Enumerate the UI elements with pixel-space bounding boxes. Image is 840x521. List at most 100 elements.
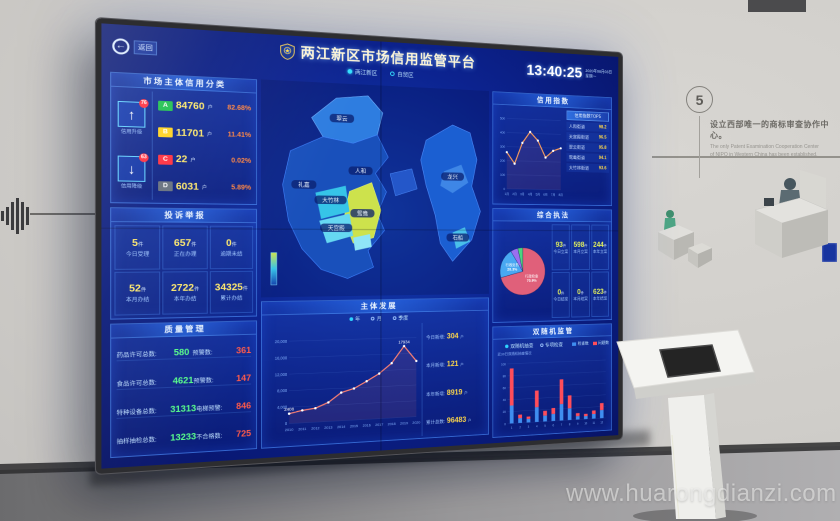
street-name: 天宫殿街道 [568,134,590,141]
stat-value: 96483 [446,415,467,425]
grade-unit: 户 [207,105,213,112]
svg-text:6: 6 [553,424,555,427]
stat-label: 累计办结 [220,295,243,302]
credit-downgrade-button[interactable]: ↓ 63 [117,152,149,182]
enforcement-stats: 93件 今日立案 598件 本月立案 244件 本年立案 0件 今日结案 0件 本月结案 … [551,224,609,318]
panel-random-inspection: 双随机监管 双随机抽查 专项检查 检查数 问题数 [492,323,613,438]
stat-unit: 件 [580,290,584,295]
grade-chip: C [158,154,173,165]
mode-label: 双随机抽查 [510,343,534,350]
svg-text:20,000: 20,000 [275,339,288,344]
stat-label: 累计总数: [426,419,446,426]
grade-chip: D [158,181,173,192]
svg-text:80: 80 [503,375,506,379]
credit-row-a: A 84760 户 82.68% [158,100,253,115]
ranking-row: 大竹林街道 93.6 [566,163,609,173]
stat-value: 598 [573,240,585,249]
warning-value: 147 [236,373,252,384]
grade-count: 22 [175,154,188,166]
mode-label: 月 [376,316,382,323]
panel-credit-classification: 市场主体信用分类 ↑ 76 信用升级 [110,71,258,206]
svg-text:17934: 17934 [398,340,410,346]
clock-weekday: 星期一 [585,73,597,79]
svg-text:9: 9 [577,422,579,425]
credit-upgrade-button[interactable]: ↑ 76 [117,98,149,128]
mode-label: 季度 [398,316,409,322]
stat-cell: 598件 本月立案 [571,224,590,271]
svg-text:2010: 2010 [285,427,294,432]
panel-district-map: 翠云 人和 鸳鸯 大竹林 天宫殿 [261,79,489,298]
stat-unit: 户 [460,334,464,340]
svg-text:8: 8 [569,423,571,426]
downgrade-label: 信用降级 [120,183,143,190]
stat-unit: 件 [231,241,237,248]
stat-cell: 623件 本年结案 [591,271,609,318]
svg-text:100: 100 [501,363,506,367]
svg-text:4: 4 [536,425,538,428]
grade-unit: 户 [201,184,208,191]
stat-cell: 2722件 本年办结 [162,270,208,315]
quality-row: 特种设备总数: 31313 电梯预警: 846 [116,399,252,420]
street-name: 人和街道 [568,123,586,130]
small-person-icon [666,210,674,218]
panel-enforcement: 综合执法 行政检查 70.9% 行政处罚 20.3% 93件 今日立案 598件 本月立案… [492,207,613,323]
radio-dot-icon [371,316,375,321]
svg-text:翠云: 翠云 [336,115,347,123]
grade-percent: 5.89% [231,184,252,192]
svg-text:石船: 石船 [453,234,464,242]
mode-month[interactable]: 月 [371,315,382,323]
mode-special-check[interactable]: 专项检查 [540,341,563,349]
tab-free-trade-zone[interactable]: 自贸区 [390,70,414,79]
svg-text:20.3%: 20.3% [507,267,517,271]
svg-text:500: 500 [500,117,505,121]
svg-text:2: 2 [519,426,521,429]
svg-text:0: 0 [503,188,505,191]
equalizer-icon [1,198,29,234]
quality-row: 抽样抽检总数: 13233 不合格数: 725 [117,427,252,446]
development-stats: 今日新增: 304 户 本月新增: 121 户 本年新增: 8919 户 累计总数: 9648… [421,321,487,437]
step-connector-line [699,116,700,178]
stat-unit: 件 [561,290,565,295]
stat-label: 本月新增: [426,363,446,370]
district-map[interactable]: 翠云 人和 鸳鸯 大竹林 天宫殿 [261,79,489,297]
kiosk-stand [616,329,757,521]
street-score: 95.8 [598,145,607,151]
svg-text:7: 7 [561,423,563,426]
mode-year[interactable]: 年 [349,315,360,323]
credit-row-b: B 11701 户 11.41% [158,127,253,141]
step-subtitle-en: The only Patent Examination Cooperation … [710,144,819,158]
monitor-icon [764,198,774,206]
radio-dot-icon [349,317,354,322]
tablet-cutout[interactable] [660,345,720,377]
grade-chip: B [158,127,173,138]
warning-label: 电梯预警: [196,405,223,413]
stat-label: 本年立案 [592,248,608,254]
quality-row: 食品许可总数: 4621 预警数: 147 [116,372,252,391]
mode-label: 年 [355,317,361,323]
svg-text:2020: 2020 [412,420,420,425]
ranking-row: 天宫殿街道 96.5 [566,132,609,143]
svg-text:300: 300 [500,145,505,149]
stat-unit: 户 [464,390,468,395]
tab-liangjiang[interactable]: 两江新区 [347,67,377,77]
stat-unit: 件 [191,241,197,248]
street-score: 94.1 [598,155,607,161]
svg-text:2月: 2月 [512,192,516,196]
stat-cell: 0件 逾期未结 [209,225,254,270]
stat-value: 34325 [214,282,243,294]
stat-value: 2722 [171,282,195,294]
svg-text:4,000: 4,000 [277,405,288,410]
street-name: 大竹林街道 [568,165,590,172]
mode-random-check[interactable]: 双随机抽查 [505,342,533,350]
mode-quarter[interactable]: 季度 [392,314,409,322]
svg-text:200: 200 [500,159,505,163]
stat-unit: 件 [562,242,567,248]
street-score: 96.5 [598,135,607,141]
svg-text:鸳鸯: 鸳鸯 [357,209,369,217]
street-score: 93.6 [598,165,607,172]
svg-text:40: 40 [503,399,506,403]
stat-cell: 52件 本月办结 [114,271,161,316]
emblem-badge-icon [280,42,296,60]
